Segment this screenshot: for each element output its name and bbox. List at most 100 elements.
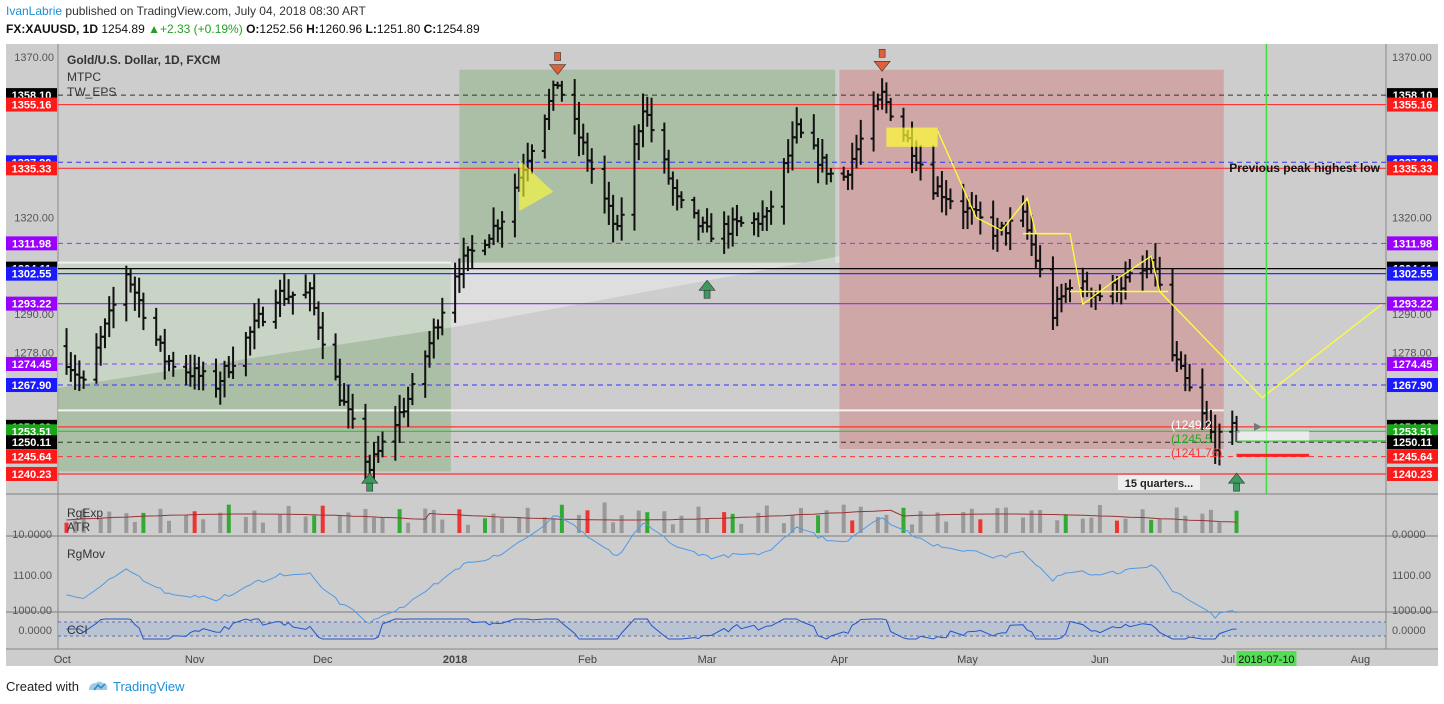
ohlc-bar <box>80 370 87 389</box>
volume-bar <box>705 518 710 533</box>
volume-bar <box>252 510 257 533</box>
volume-bar <box>1183 515 1188 533</box>
symbol-header: FX:XAUUSD, 1D 1254.89 ▲+2.33 (+0.19%) O:… <box>6 22 480 36</box>
price-level-label: 1245.64 <box>1393 452 1434 464</box>
main-pane-title: Gold/U.S. Dollar, 1D, FXCM <box>67 53 220 67</box>
price-level-label: 1267.90 <box>12 380 52 392</box>
price-level-label: 1293.22 <box>12 299 52 311</box>
y-tick-label: 1278.00 <box>14 348 54 360</box>
yellow-triangle <box>519 159 554 212</box>
price-level-label: 1302.55 <box>12 269 52 281</box>
volume-bar <box>517 516 522 533</box>
last-price-marker <box>1254 422 1262 431</box>
price-change: +2.33 (+0.19%) <box>159 22 243 36</box>
ohlc-bar <box>259 306 266 327</box>
projection-path <box>937 130 1383 399</box>
price-level-label: 1335.33 <box>12 163 52 175</box>
tradingview-logo-icon <box>88 681 108 691</box>
x-tick-label: Oct <box>54 654 71 666</box>
last-price: 1254.89 <box>101 22 145 36</box>
cci-left-value: 0.0000 <box>18 625 52 637</box>
volume-bar <box>337 515 342 533</box>
ohlc-bar <box>648 97 655 143</box>
close-label: C: <box>423 22 437 36</box>
volume-bar <box>124 513 129 533</box>
y-tick-label: 1290.00 <box>14 309 54 321</box>
price-level-label: 1240.23 <box>12 469 52 481</box>
price-level-tag-right <box>1387 424 1438 439</box>
open-label: O: <box>246 22 260 36</box>
price-level-tag-left <box>6 266 57 281</box>
down-phase-box <box>839 69 1224 449</box>
note-text: 15 quarters... <box>1125 478 1193 490</box>
volume-bar <box>184 515 189 533</box>
volume-bar <box>739 523 744 533</box>
ohlc-bar <box>349 393 356 429</box>
volume-bar <box>1234 510 1239 533</box>
tradingview-link[interactable]: TradingView <box>112 679 185 694</box>
close-value: 1254.89 <box>436 22 480 36</box>
volume-bar <box>380 517 385 533</box>
price-level-tag-right <box>1387 97 1438 112</box>
price-level-tag-left <box>6 296 57 311</box>
price-level-label: 1335.33 <box>1393 163 1433 175</box>
volume-bar <box>132 521 137 533</box>
volume-bar <box>440 519 445 533</box>
volume-bar <box>1157 518 1162 533</box>
price-level-label: 1250.11 <box>12 437 51 449</box>
volume-bar <box>457 509 462 533</box>
volume-bar <box>1200 513 1205 533</box>
volume-bar <box>218 512 223 533</box>
ohlc-bar <box>797 118 804 138</box>
volume-bar <box>260 522 265 533</box>
volume-bar <box>918 511 923 533</box>
volume-pane-label: RgExp <box>67 506 103 520</box>
sell-arrow-icon <box>873 48 891 72</box>
volume-left-value: 10.0000 <box>12 529 52 541</box>
footer: Created with TradingView <box>6 679 185 694</box>
volume-bar <box>884 514 889 533</box>
price-level-tag-right <box>1387 356 1438 371</box>
volume-bar <box>645 512 650 533</box>
price-level-tag-left <box>6 236 57 251</box>
volume-bar <box>1080 518 1085 533</box>
volume-bar <box>730 513 735 533</box>
volume-bar <box>406 522 411 533</box>
volume-bar <box>1097 505 1102 533</box>
price-level-tag-left <box>6 378 57 393</box>
sell-arrow-icon <box>548 52 567 75</box>
price-level-label: 1355.16 <box>1393 100 1433 112</box>
up-phase-box-left <box>58 262 451 472</box>
y-tick-label: 1370.00 <box>1392 52 1432 64</box>
rgmov-tick: 1000.00 <box>12 605 52 617</box>
volume-bar <box>670 524 675 533</box>
y-tick-label: 1320.00 <box>1392 213 1432 225</box>
volume-bar <box>500 518 505 533</box>
buy-arrow-icon <box>1227 472 1246 492</box>
rgexp-line <box>66 509 1237 523</box>
cci-label: CCI <box>67 623 88 637</box>
rgmov-line <box>66 515 1237 625</box>
ohlc-bar <box>887 97 894 121</box>
volume-bar <box>1021 517 1026 533</box>
x-tick-label: Feb <box>578 654 597 666</box>
change-arrow-icon: ▲ <box>148 22 160 36</box>
x-tick-label: Mar <box>698 654 717 666</box>
ohlc-bar <box>857 119 864 165</box>
author-link[interactable]: IvanLabrie <box>6 4 63 18</box>
volume-bar <box>423 508 428 533</box>
y-tick-label: 1278.00 <box>1392 348 1432 360</box>
x-tick-label: Jul <box>1221 654 1235 666</box>
ohlc-bar <box>1216 423 1223 466</box>
x-tick-label: May <box>957 654 978 666</box>
price-level-tag-left <box>6 161 57 176</box>
volume-bar <box>243 516 248 533</box>
price-level-tag-right <box>1387 236 1438 251</box>
date-marker-label: 2018-07-10 <box>1238 654 1294 666</box>
volume-bar <box>1038 509 1043 533</box>
projection-label: (1245.5 <box>1171 432 1212 446</box>
volume-pane-label: ATR <box>67 520 90 534</box>
x-tick-label: Dec <box>313 654 333 666</box>
price-level-tag-left <box>6 466 57 481</box>
